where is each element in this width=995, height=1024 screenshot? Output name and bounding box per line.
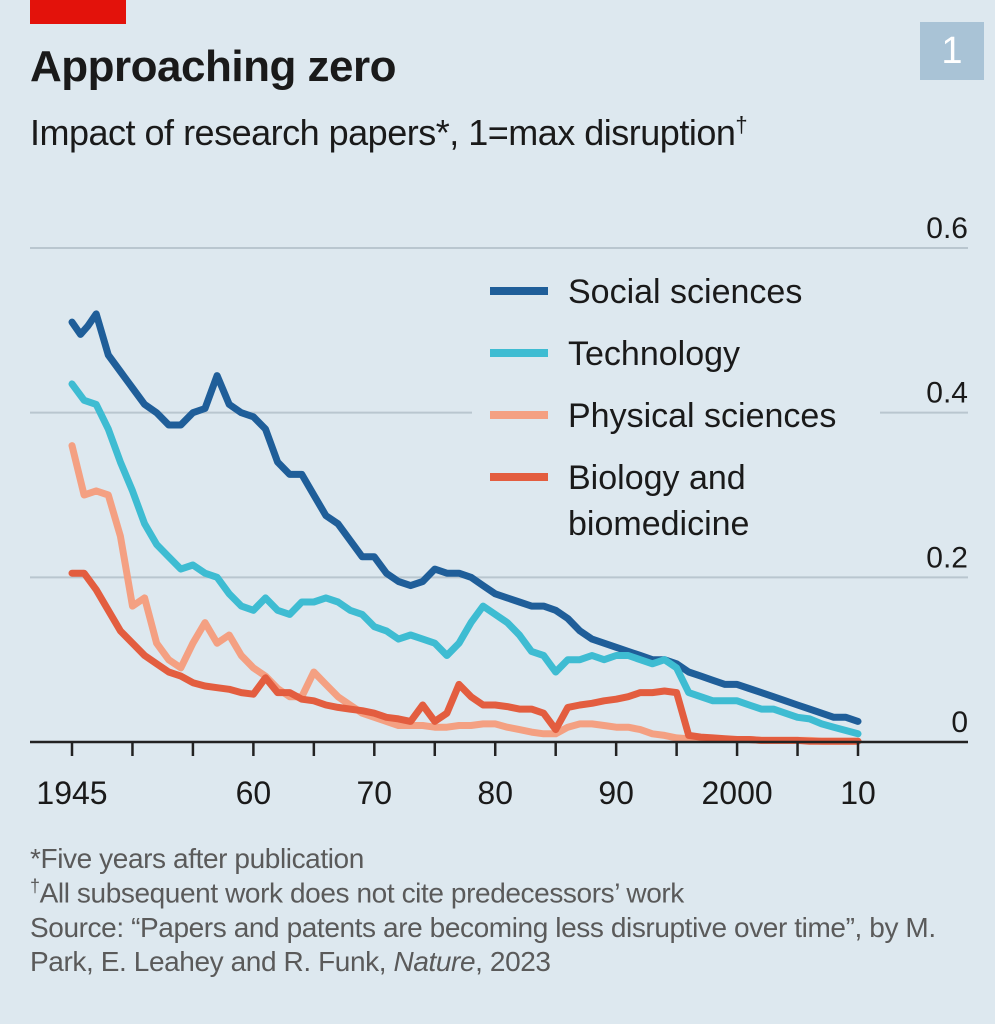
- x-tick-label-2000: 2000: [701, 775, 772, 811]
- legend-label-line-3-1: biomedicine: [568, 505, 749, 543]
- legend-label-line-1-0: Technology: [568, 335, 740, 373]
- x-tick-label-80: 80: [477, 775, 513, 811]
- legend-label-line-3-0: Biology and: [568, 459, 746, 497]
- x-tick-label-60: 60: [236, 775, 272, 811]
- series-lines: [68, 310, 862, 745]
- line-chart: 0 0.2 0.4 0.6 Social sciences Technology Phys…: [30, 212, 968, 811]
- y-tick-labels: 0 0.2 0.4 0.6: [926, 212, 968, 739]
- source-journal: Nature: [393, 945, 476, 977]
- series-line-technology: [68, 380, 862, 738]
- legend-label-line-2-0: Physical sciences: [568, 397, 836, 435]
- legend-label-line-0-0: Social sciences: [568, 273, 802, 311]
- footnote-disruption: †All subsequent work does not cite prede…: [30, 876, 970, 910]
- footnote-publication: *Five years after publication: [30, 843, 364, 874]
- chart-number-badge: 1: [920, 22, 984, 80]
- y-tick-label-0.2: 0.2: [926, 541, 968, 574]
- x-tick-label-90: 90: [598, 775, 634, 811]
- footnote-disruption-text: All subsequent work does not cite predec…: [39, 877, 685, 909]
- legend-background: [472, 255, 880, 557]
- y-tick-label-0.6: 0.6: [926, 212, 968, 245]
- legend-label-1: Technology: [568, 335, 740, 373]
- x-tick-labels: 1945 60 70 80 90 2000 10: [36, 775, 875, 811]
- legend-label-0: Social sciences: [568, 273, 802, 311]
- y-tick-label-0: 0: [951, 706, 968, 739]
- series-line-biology-and-biomedicine: [68, 569, 862, 745]
- chart-subtitle-mark: †: [735, 112, 748, 137]
- y-tick-label-0.4: 0.4: [926, 377, 968, 410]
- x-tick-label-70: 70: [357, 775, 393, 811]
- source-suffix: , 2023: [475, 945, 551, 977]
- legend-label-3: Biology and biomedicine: [568, 459, 749, 543]
- x-tick-label-10: 10: [840, 775, 876, 811]
- economist-red-tag: [30, 0, 126, 24]
- chart-subtitle: Impact of research papers*, 1=max disrup…: [30, 112, 748, 154]
- legend: Social sciences Technology Physical scienc…: [472, 255, 880, 557]
- x-tick-label-1945: 1945: [36, 775, 107, 811]
- chart-title: Approaching zero: [30, 42, 397, 91]
- legend-label-2: Physical sciences: [568, 397, 836, 435]
- chart-subtitle-text: Impact of research papers*, 1=max disrup…: [30, 112, 736, 153]
- source-prefix: Source: “Papers and patents are becoming…: [30, 911, 936, 977]
- footnote-dagger: †: [30, 876, 40, 897]
- footnotes: *Five years after publication †All subse…: [30, 842, 970, 979]
- series-line-social-sciences: [68, 310, 862, 725]
- source-note: Source: “Papers and patents are becoming…: [30, 911, 970, 979]
- x-axis: [30, 740, 968, 756]
